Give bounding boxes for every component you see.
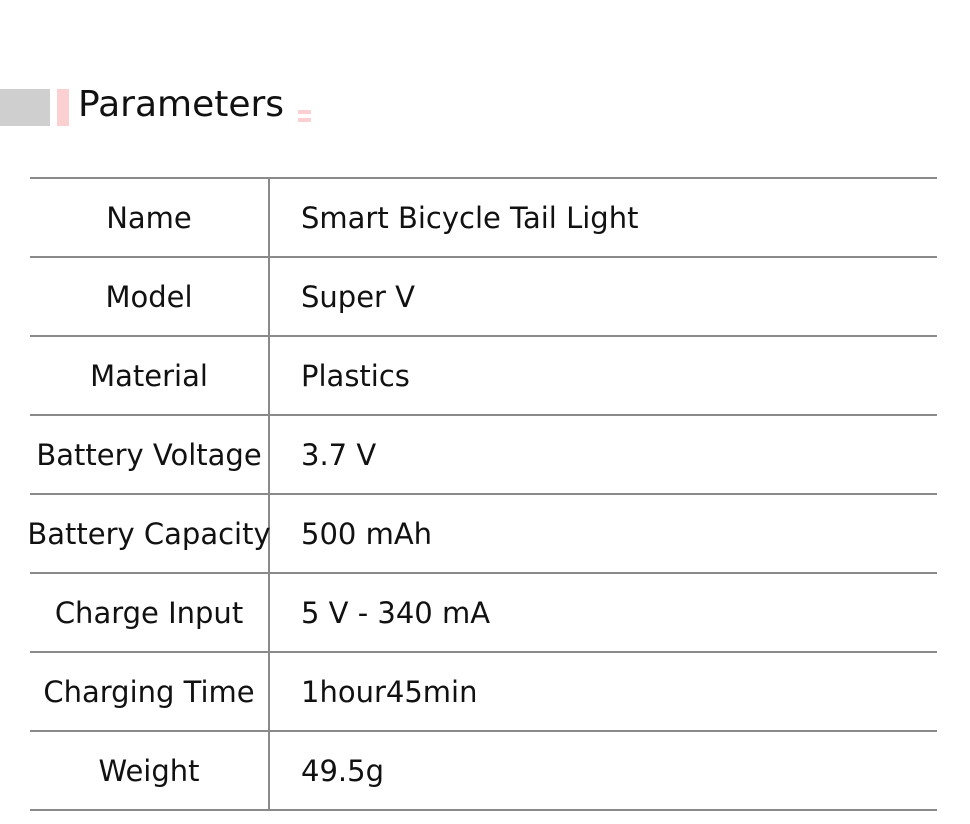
param-label: Weight bbox=[0, 732, 270, 809]
section-title: Parameters bbox=[78, 84, 285, 125]
table-row: Charge Input 5 V - 340 mA bbox=[30, 572, 937, 651]
table-row: Name Smart Bicycle Tail Light bbox=[30, 177, 937, 256]
param-value: 3.7 V bbox=[301, 437, 377, 472]
param-label: Model bbox=[0, 258, 270, 335]
table-row: Battery Capacity 500 mAh bbox=[27, 493, 937, 572]
param-value: 500 mAh bbox=[301, 516, 433, 551]
table-row: Weight 49.5g bbox=[30, 730, 937, 811]
table-row: Material Plastics bbox=[30, 335, 937, 414]
table-row: Charging Time 1hour45min bbox=[30, 651, 937, 730]
param-value: 5 V - 340 mA bbox=[301, 595, 491, 630]
pink-dash-decoration bbox=[298, 110, 311, 114]
param-label: Name bbox=[0, 179, 270, 256]
parameters-table: Name Smart Bicycle Tail Light Model Super V… bbox=[27, 177, 937, 811]
param-value: Smart Bicycle Tail Light bbox=[301, 200, 639, 235]
table-row: Model Super V bbox=[30, 256, 937, 335]
pink-dash-decoration bbox=[298, 118, 311, 122]
param-label: Battery Voltage bbox=[0, 416, 270, 493]
param-value: 49.5g bbox=[301, 753, 384, 788]
param-label: Charge Input bbox=[0, 574, 270, 651]
param-value: Super V bbox=[301, 279, 416, 314]
pink-decoration-bar bbox=[57, 89, 69, 126]
param-value: Plastics bbox=[301, 358, 410, 393]
table-row: Battery Voltage 3.7 V bbox=[30, 414, 937, 493]
param-value: 1hour45min bbox=[301, 674, 478, 709]
gray-decoration-block bbox=[0, 89, 50, 126]
param-label: Charging Time bbox=[0, 653, 270, 730]
param-label: Battery Capacity bbox=[0, 495, 271, 572]
param-label: Material bbox=[0, 337, 270, 414]
